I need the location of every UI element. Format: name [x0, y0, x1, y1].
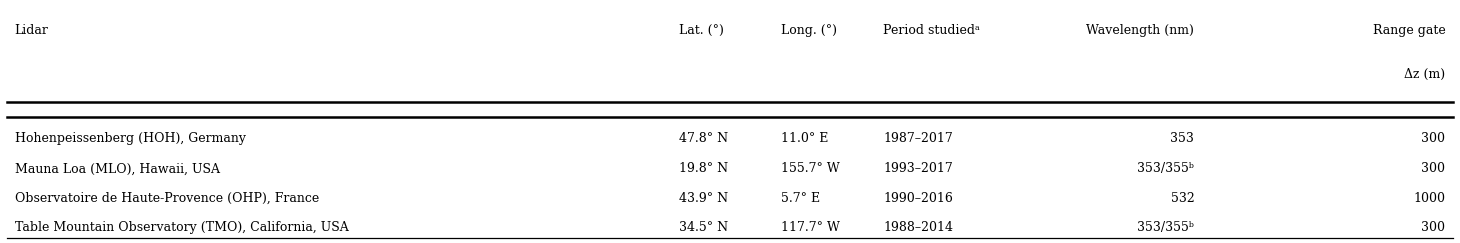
Text: 155.7° W: 155.7° W	[781, 162, 839, 175]
Text: Mauna Loa (MLO), Hawaii, USA: Mauna Loa (MLO), Hawaii, USA	[15, 162, 219, 175]
Text: Lidar: Lidar	[15, 24, 48, 37]
Text: 43.9° N: 43.9° N	[679, 191, 729, 205]
Text: 5.7° E: 5.7° E	[781, 191, 821, 205]
Text: Period studiedᵃ: Period studiedᵃ	[883, 24, 980, 37]
Text: 353: 353	[1171, 132, 1194, 145]
Text: 1993–2017: 1993–2017	[883, 162, 953, 175]
Text: Δz (m): Δz (m)	[1405, 68, 1445, 81]
Text: 353/355ᵇ: 353/355ᵇ	[1137, 162, 1194, 175]
Text: 300: 300	[1422, 162, 1445, 175]
Text: Observatoire de Haute-Provence (OHP), France: Observatoire de Haute-Provence (OHP), Fr…	[15, 191, 318, 205]
Text: 34.5° N: 34.5° N	[679, 221, 729, 234]
Text: 117.7° W: 117.7° W	[781, 221, 839, 234]
Text: 19.8° N: 19.8° N	[679, 162, 729, 175]
Text: 1990–2016: 1990–2016	[883, 191, 953, 205]
Text: 1988–2014: 1988–2014	[883, 221, 953, 234]
Text: 1000: 1000	[1413, 191, 1445, 205]
Text: 532: 532	[1171, 191, 1194, 205]
Text: Hohenpeissenberg (HOH), Germany: Hohenpeissenberg (HOH), Germany	[15, 132, 245, 145]
Text: 47.8° N: 47.8° N	[679, 132, 729, 145]
Text: 1987–2017: 1987–2017	[883, 132, 953, 145]
Text: Table Mountain Observatory (TMO), California, USA: Table Mountain Observatory (TMO), Califo…	[15, 221, 349, 234]
Text: Wavelength (nm): Wavelength (nm)	[1086, 24, 1194, 37]
Text: Lat. (°): Lat. (°)	[679, 24, 724, 37]
Text: 353/355ᵇ: 353/355ᵇ	[1137, 221, 1194, 234]
Text: 300: 300	[1422, 221, 1445, 234]
Text: 300: 300	[1422, 132, 1445, 145]
Text: 11.0° E: 11.0° E	[781, 132, 828, 145]
Text: Long. (°): Long. (°)	[781, 24, 837, 37]
Text: Range gate: Range gate	[1372, 24, 1445, 37]
